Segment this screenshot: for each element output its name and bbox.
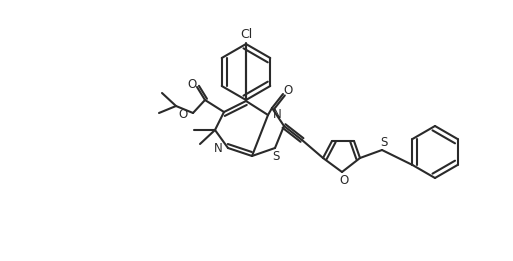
Text: S: S [272,151,280,163]
Text: S: S [380,135,388,149]
Text: Cl: Cl [240,27,252,40]
Text: O: O [187,78,196,91]
Text: O: O [283,85,292,98]
Text: N: N [214,143,223,156]
Text: O: O [340,174,349,187]
Text: O: O [179,109,188,122]
Text: N: N [273,108,282,121]
